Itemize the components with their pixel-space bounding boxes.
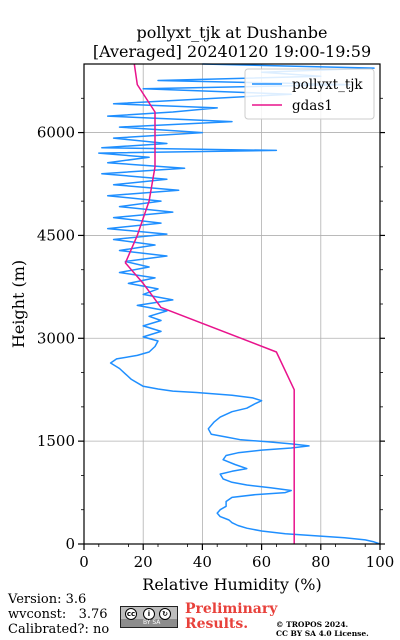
sa-icon: ↻ xyxy=(159,608,171,620)
y-tick-label: 1500 xyxy=(37,432,75,450)
legend-box xyxy=(244,68,375,120)
y-tick-label: 3000 xyxy=(37,329,75,347)
cc-icon: cc xyxy=(125,608,137,620)
legend-label-gdas1: gdas1 xyxy=(292,98,333,114)
calibrated-text: Calibrated?: no xyxy=(8,622,110,637)
y-tick-label: 4500 xyxy=(37,226,75,244)
chart-title: pollyxt_tjk at Dushanbe xyxy=(136,23,327,42)
y-axis-label: Height (m) xyxy=(9,260,28,348)
preliminary-line-2: Results. xyxy=(185,616,249,632)
x-tick-label: 0 xyxy=(79,553,89,571)
x-tick-label: 60 xyxy=(252,553,271,571)
copyright-line-2: CC BY SA 4.0 License. xyxy=(276,629,369,638)
copyright-notice: © TROPOS 2024. CC BY SA 4.0 License. xyxy=(276,620,369,638)
preliminary-notice: Preliminary Results. xyxy=(185,602,277,632)
chart-subtitle: [Averaged] 20240120 19:00-19:59 xyxy=(93,42,371,61)
series-layer xyxy=(98,63,381,545)
preliminary-line-1: Preliminary xyxy=(185,601,278,617)
legend-label-pollyxt: pollyxt_tjk xyxy=(292,77,363,93)
version-text: Version: 3.6 xyxy=(8,592,87,607)
x-tick-label: 20 xyxy=(134,553,153,571)
cc-license-badge: cc i ↻ BY SA xyxy=(120,606,178,628)
x-tick-label: 40 xyxy=(193,553,212,571)
copyright-line-1: © TROPOS 2024. xyxy=(276,620,349,629)
wvconst-text: wvconst: 3.76 xyxy=(8,607,108,622)
legend: pollyxt_tjk gdas1 xyxy=(244,68,375,120)
cc-badge-label: BY SA xyxy=(143,619,161,626)
x-tick-label: 100 xyxy=(366,553,395,571)
y-tick-label: 6000 xyxy=(37,124,75,142)
by-icon: i xyxy=(143,608,155,620)
series-line-gdas1 xyxy=(124,63,295,544)
axes: 0 20 40 60 80 100 0 1500 3000 4500 6000 xyxy=(37,63,395,571)
series-line-pollyxt_tjk xyxy=(98,63,381,545)
y-tick-label: 0 xyxy=(65,535,75,553)
x-axis-label: Relative Humidity (%) xyxy=(142,575,321,594)
x-tick-label: 80 xyxy=(311,553,330,571)
rh-profile-chart: pollyxt_tjk at Dushanbe [Averaged] 20240… xyxy=(9,23,395,594)
